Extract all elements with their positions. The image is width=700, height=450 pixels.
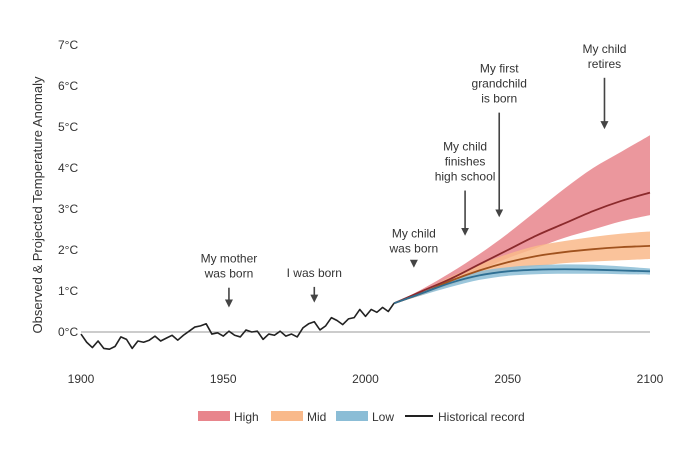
legend-swatch — [336, 411, 368, 421]
x-tick-label: 1900 — [68, 372, 95, 386]
annotation-text: I was born — [287, 266, 342, 280]
legend-label: Low — [372, 410, 394, 424]
legend-item-low: Low — [336, 410, 394, 424]
annotation-text: My child — [582, 42, 626, 56]
y-tick-label: 4°C — [58, 161, 78, 175]
y-tick-label: 2°C — [58, 243, 78, 257]
high-median-line — [393, 191, 651, 305]
historical-line — [80, 302, 395, 351]
legend-item-historical: Historical record — [405, 410, 525, 424]
legend-swatch — [271, 411, 303, 421]
y-tick-label: 3°C — [58, 202, 78, 216]
y-tick-label: 6°C — [58, 79, 78, 93]
annotation-text: My mother — [201, 252, 258, 266]
annotation-text: finishes — [445, 155, 486, 169]
high-range-band — [393, 135, 650, 304]
y-tick-label: 7°C — [58, 38, 78, 52]
projection-medians — [393, 191, 651, 305]
annotation-text: was born — [204, 267, 254, 281]
annotation-text: high school — [435, 170, 496, 184]
y-axis-label: Observed & Projected Temperature Anomaly — [30, 76, 45, 334]
legend-swatch — [198, 411, 230, 421]
annotation-me: I was born — [287, 266, 342, 303]
annotation-text: My child — [443, 140, 487, 154]
annotation-text: My first — [480, 62, 519, 76]
y-tick-label: 1°C — [58, 284, 78, 298]
annotation-text: grandchild — [472, 77, 527, 91]
low-median-line — [393, 268, 651, 305]
legend-label: Mid — [307, 410, 326, 424]
y-axis: 0°C 1°C 2°C 3°C 4°C 5°C 6°C 7°C — [58, 38, 78, 339]
annotation-text: was born — [389, 241, 439, 255]
y-tick-label: 0°C — [58, 325, 78, 339]
x-tick-label: 1950 — [210, 372, 237, 386]
x-tick-label: 2100 — [637, 372, 664, 386]
annotation-text: is born — [481, 92, 517, 106]
projection-bands — [393, 135, 650, 304]
legend-label: High — [234, 410, 259, 424]
x-tick-label: 2000 — [352, 372, 379, 386]
y-tick-label: 5°C — [58, 120, 78, 134]
historical-record — [80, 302, 395, 351]
legend-label: Historical record — [438, 410, 525, 424]
legend: High Mid Low Historical record — [198, 410, 525, 424]
x-axis: 1900 1950 2000 2050 2100 — [68, 372, 664, 386]
annotation-text: My child — [392, 226, 436, 240]
legend-item-high: High — [198, 410, 259, 424]
annotation-text: retires — [588, 57, 621, 71]
legend-item-mid: Mid — [271, 410, 326, 424]
x-tick-label: 2050 — [494, 372, 521, 386]
